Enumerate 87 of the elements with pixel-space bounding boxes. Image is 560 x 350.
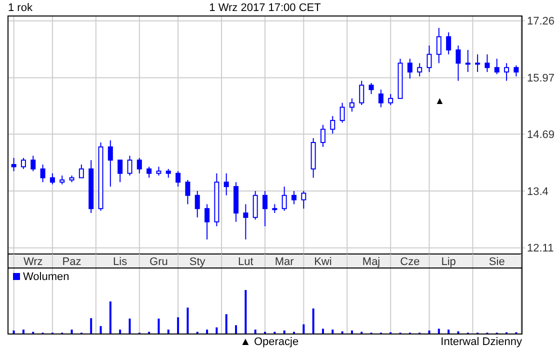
text: Interwal Dzienny — [440, 336, 522, 348]
bar — [186, 308, 189, 334]
y-tick-label: 17.26 — [527, 16, 555, 28]
bar — [448, 330, 450, 334]
candlestick — [446, 32, 452, 55]
bar — [206, 330, 208, 334]
candlestick — [282, 186, 287, 212]
bar — [438, 328, 440, 334]
bar — [244, 290, 247, 334]
candlestick — [514, 64, 519, 77]
bar — [332, 330, 334, 334]
candlestick — [349, 98, 354, 112]
y-tick-label: 12.11 — [527, 242, 554, 255]
candlestick — [330, 116, 336, 134]
candlestick — [378, 89, 384, 108]
x-tick-label: Kwi — [314, 256, 332, 268]
bar — [225, 314, 228, 334]
candlestick — [204, 204, 210, 240]
x-tick-label: Lut — [238, 256, 254, 268]
candlestick — [118, 160, 123, 183]
x-tick-label: Sty — [189, 256, 206, 268]
x-tick-label: Maj — [362, 256, 380, 268]
candlestick — [388, 94, 394, 106]
candlestick — [252, 190, 258, 220]
candlestick — [224, 172, 229, 196]
x-tick-label: Gru — [150, 256, 168, 268]
bar — [109, 301, 112, 334]
candlestick — [407, 58, 412, 80]
candlestick — [504, 62, 510, 82]
candlestick — [40, 164, 46, 183]
candlestick — [136, 157, 142, 174]
candlestick — [20, 157, 26, 170]
candlestick — [426, 45, 432, 72]
candlestick — [50, 172, 55, 185]
candlestick — [262, 190, 268, 227]
x-tick-label: Lis — [113, 256, 128, 268]
candlestick — [359, 80, 364, 106]
x-tick-label: Cze — [400, 256, 420, 268]
candlestick — [465, 49, 470, 72]
x-tick-label: Mar — [274, 256, 294, 268]
bar — [312, 308, 314, 334]
candlestick — [194, 190, 200, 218]
candlestick — [30, 155, 36, 172]
candlestick — [417, 62, 422, 77]
bar — [167, 330, 170, 334]
candlestick — [301, 190, 306, 210]
chart-subtitle: 1 Wrz 2017 17:00 CET — [209, 2, 322, 14]
candlestick — [475, 54, 480, 72]
bar — [322, 328, 324, 334]
candlestick — [320, 124, 326, 148]
candlestick — [484, 54, 490, 72]
text: ▲ Operacje — [240, 336, 299, 348]
candlestick — [176, 170, 181, 188]
candlestick — [368, 82, 374, 95]
bar — [128, 318, 131, 334]
candlestick — [456, 45, 461, 82]
annotation: ▲ — [434, 96, 445, 107]
candlestick — [291, 190, 296, 205]
bar — [90, 318, 92, 334]
candlestick — [340, 102, 345, 124]
bar — [177, 317, 180, 334]
candlestick — [185, 179, 190, 205]
y-tick-label: 13.4 — [527, 186, 548, 198]
y-tick-label: 14.69 — [527, 128, 555, 141]
y-tick-label: 15.97 — [527, 72, 555, 85]
bar — [22, 330, 24, 334]
x-tick-label: Sie — [488, 256, 505, 268]
bar — [100, 326, 102, 334]
candlestick — [243, 204, 248, 240]
candlestick — [108, 140, 113, 188]
bar — [158, 318, 160, 334]
bar — [70, 330, 73, 334]
candlestick — [436, 27, 442, 64]
candlestick — [11, 157, 16, 172]
bar — [302, 324, 305, 334]
bar — [216, 327, 218, 334]
chart-title: 1 rok — [8, 2, 33, 14]
candlestick — [146, 166, 152, 178]
bar — [235, 325, 238, 334]
x-tick-label: Lip — [441, 256, 456, 268]
x-tick-label: Paz — [62, 256, 82, 268]
candlestick — [127, 155, 132, 176]
bar — [119, 330, 122, 334]
x-tick-label: Wrz — [23, 256, 43, 268]
candlestick — [78, 164, 84, 178]
legend-label: Wolumen — [23, 271, 70, 283]
candlestick — [494, 58, 500, 75]
